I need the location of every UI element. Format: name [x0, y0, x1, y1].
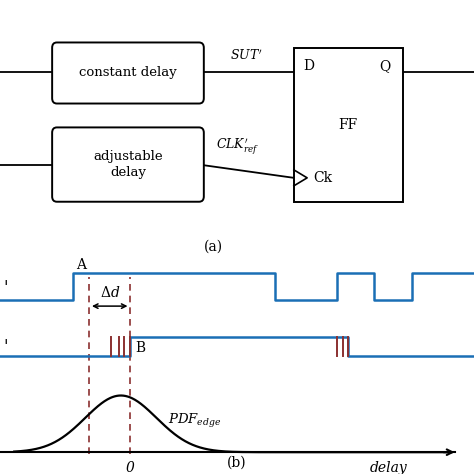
Text: (b): (b) — [227, 456, 247, 470]
Text: delay: delay — [370, 461, 408, 474]
Text: $\Delta d$: $\Delta d$ — [100, 285, 120, 301]
Text: $CLK_{ref}'$: $CLK_{ref}'$ — [216, 137, 259, 156]
Text: Q: Q — [379, 59, 391, 73]
Text: Ck: Ck — [313, 171, 332, 185]
Text: adjustable
delay: adjustable delay — [93, 150, 163, 179]
Text: D: D — [303, 59, 314, 73]
Bar — [294, 48, 403, 202]
Text: 0: 0 — [126, 461, 135, 474]
Text: ': ' — [4, 279, 8, 296]
Text: $PDF_{edge}$: $PDF_{edge}$ — [168, 412, 222, 430]
FancyBboxPatch shape — [52, 43, 204, 103]
Text: A: A — [76, 258, 86, 272]
Text: FF: FF — [339, 118, 358, 132]
Text: $SUT'$: $SUT'$ — [230, 48, 263, 63]
Text: (a): (a) — [204, 240, 223, 254]
Text: ': ' — [4, 338, 8, 355]
Text: constant delay: constant delay — [79, 66, 177, 79]
Text: B: B — [135, 341, 145, 356]
FancyBboxPatch shape — [52, 128, 204, 202]
